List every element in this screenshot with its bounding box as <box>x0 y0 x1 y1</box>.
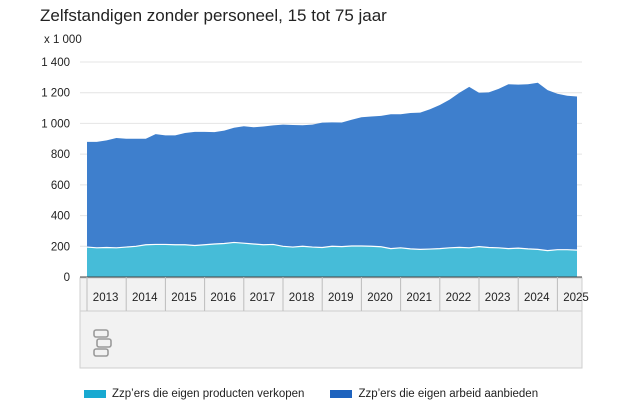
x-tick-label: 2016 <box>210 292 236 304</box>
x-tick-label: 2024 <box>524 292 550 304</box>
area-series-producten <box>87 242 577 277</box>
x-tick-label: 2022 <box>446 292 472 304</box>
area-series-arbeid <box>87 82 577 251</box>
x-tick-label: 2021 <box>406 292 432 304</box>
x-tick-label: 2013 <box>93 292 119 304</box>
y-tick-label: 600 <box>51 180 70 192</box>
cbs-logo-mark <box>93 329 112 357</box>
chart-title: Zelfstandigen zonder personeel, 15 tot 7… <box>40 6 387 25</box>
x-tick-label: 2025 <box>563 292 589 304</box>
x-tick-label: 2020 <box>367 292 393 304</box>
x-tick-label: 2018 <box>289 292 315 304</box>
x-tick-label: 2015 <box>171 292 197 304</box>
y-tick-label: 800 <box>51 149 70 161</box>
series-boundary-line <box>86 241 578 252</box>
x-tick-label: 2014 <box>132 292 158 304</box>
x-axis: 2013 2014 2015 2016 2017 2018 2019 2020 2021 2022… <box>79 277 589 369</box>
legend-item-arbeid: Zzp’ers die eigen arbeid aanbieden <box>330 388 538 400</box>
y-tick-label: 200 <box>51 241 70 253</box>
stacked-areas <box>80 82 582 278</box>
y-axis-tick-labels: 0 200 400 600 800 1 000 1 200 1 400 <box>41 57 70 284</box>
y-tick-label: 0 <box>64 272 70 284</box>
legend-swatch-producten <box>84 390 106 398</box>
legend-label-producten: Zzp’ers die eigen producten verkopen <box>112 388 305 400</box>
x-axis-band <box>79 277 583 369</box>
legend: Zzp’ers die eigen producten verkopen Zzp… <box>84 388 564 400</box>
x-tick-label: 2017 <box>250 292 276 304</box>
y-tick-label: 1 200 <box>41 88 70 100</box>
y-axis-unit-label: x 1 000 <box>44 34 82 46</box>
x-tick-label: 2019 <box>328 292 354 304</box>
y-tick-label: 400 <box>51 211 70 223</box>
cbs-logo <box>93 329 112 357</box>
y-tick-label: 1 400 <box>41 57 70 69</box>
legend-item-producten: Zzp’ers die eigen producten verkopen <box>84 388 304 400</box>
y-tick-label: 1 000 <box>41 118 70 130</box>
x-tick-label: 2023 <box>485 292 511 304</box>
legend-swatch-arbeid <box>330 390 353 398</box>
legend-label-arbeid: Zzp’ers die eigen arbeid aanbieden <box>358 388 539 400</box>
